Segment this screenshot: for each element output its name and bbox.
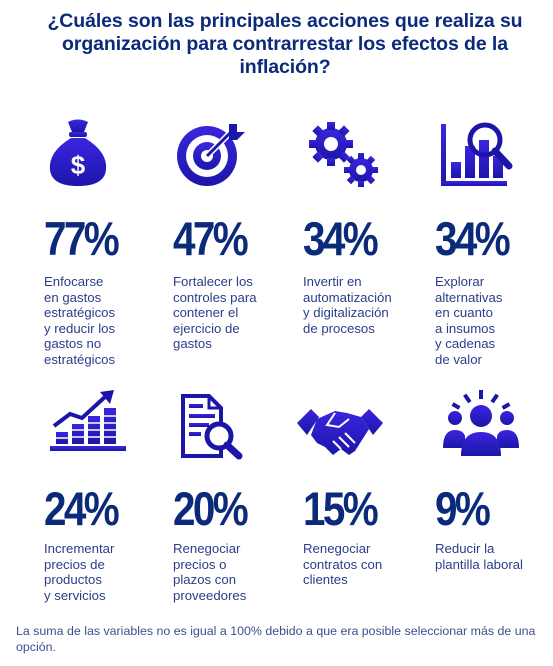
percentage-value: 47%	[173, 212, 249, 265]
svg-text:$: $	[71, 150, 86, 180]
action-label: Enfocarse en gastos estratégicos y reduc…	[44, 274, 116, 367]
percentage-value: 77%	[44, 212, 120, 265]
page-title: ¿Cuáles son las principales acciones que…	[47, 10, 523, 78]
target-icon	[171, 118, 251, 188]
handshake-icon	[295, 396, 385, 466]
action-label: Fortalecer los controles para contener e…	[173, 274, 257, 351]
growth-chart-icon	[48, 390, 128, 460]
money-bag-icon: $	[38, 118, 118, 188]
percentage-value: 34%	[435, 212, 511, 265]
action-label: Renegociar contratos con clientes	[303, 541, 383, 587]
action-label: Reducir la plantilla laboral	[435, 541, 523, 572]
team-icon	[441, 390, 521, 460]
document-search-icon	[175, 390, 255, 460]
action-label: Explorar alternativas en cuanto a insumo…	[435, 274, 503, 367]
gears-icon	[305, 118, 385, 188]
percentage-value: 24%	[44, 482, 120, 535]
footnote: La suma de las variables no es igual a 1…	[16, 624, 536, 654]
percentage-value: 20%	[173, 482, 249, 535]
percentage-value: 34%	[303, 212, 379, 265]
action-label: Invertir en automatización y digitalizac…	[303, 274, 392, 336]
action-label: Renegociar precios o plazos con proveedo…	[173, 541, 247, 603]
percentage-value: 9%	[435, 482, 491, 535]
percentage-value: 15%	[303, 482, 379, 535]
chart-magnifier-icon	[437, 118, 517, 188]
action-label: Incrementar precios de productos y servi…	[44, 541, 115, 603]
